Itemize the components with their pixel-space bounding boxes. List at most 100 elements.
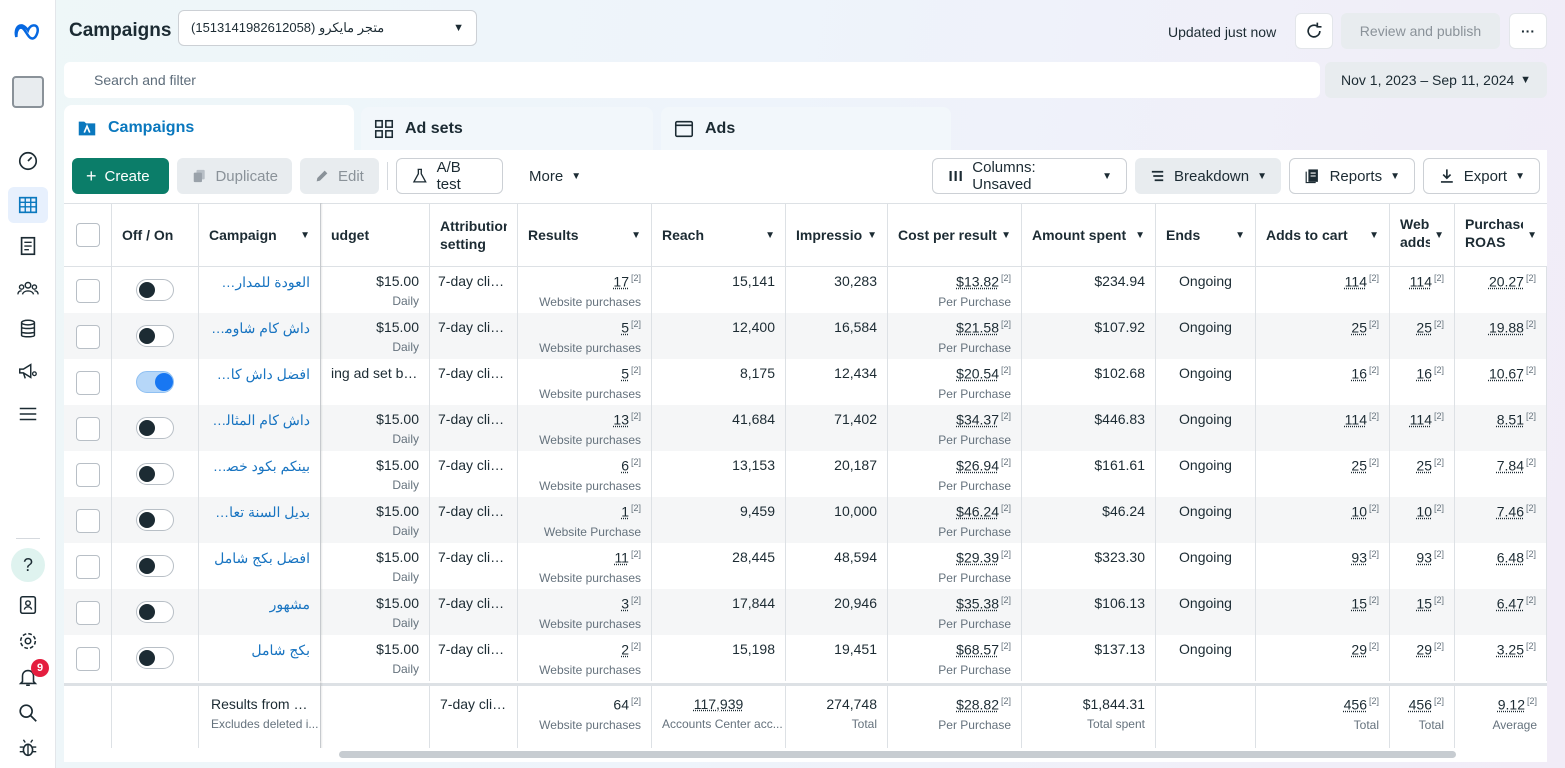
horizontal-scrollbar[interactable] — [339, 751, 1456, 758]
adds-to-cart-value[interactable]: 25 — [1351, 319, 1367, 336]
results-value[interactable]: 3 — [621, 595, 629, 612]
results-value[interactable]: 17 — [613, 273, 629, 290]
purchase-roas-value[interactable]: 7.46 — [1496, 503, 1524, 520]
col-adds-to-cart[interactable]: Adds to cart ▼ — [1256, 204, 1390, 266]
refresh-button[interactable] — [1295, 13, 1333, 49]
purchase-roas-value[interactable]: 10.67 — [1488, 365, 1524, 382]
results-value[interactable]: 13 — [613, 411, 629, 428]
row-checkbox[interactable] — [76, 279, 100, 303]
summary-atc-value[interactable]: 456 — [1343, 696, 1367, 713]
web-adds-value[interactable]: 25 — [1416, 319, 1432, 336]
campaign-toggle[interactable] — [136, 417, 174, 439]
row-checkbox[interactable] — [76, 417, 100, 441]
meta-logo-icon[interactable] — [0, 14, 56, 50]
search-input[interactable]: Search and filter — [64, 62, 1320, 98]
data-sources-icon[interactable] — [0, 311, 56, 347]
breakdown-dropdown[interactable]: Breakdown ▼ — [1135, 158, 1281, 194]
campaign-toggle[interactable] — [136, 279, 174, 301]
reports-dropdown[interactable]: Reports ▼ — [1289, 158, 1415, 194]
row-checkbox[interactable] — [76, 371, 100, 395]
results-value[interactable]: 6 — [621, 457, 629, 474]
purchase-roas-value[interactable]: 6.48 — [1496, 549, 1524, 566]
web-adds-value[interactable]: 93 — [1416, 549, 1432, 566]
adds-to-cart-value[interactable]: 16 — [1351, 365, 1367, 382]
ads-manager-table-icon[interactable] — [8, 187, 48, 223]
campaign-toggle[interactable] — [136, 463, 174, 485]
adds-to-cart-value[interactable]: 15 — [1351, 595, 1367, 612]
settings-gear-icon[interactable] — [0, 623, 56, 659]
campaign-name-link[interactable]: العودة للمدارس... — [209, 274, 310, 290]
results-value[interactable]: 5 — [621, 365, 629, 382]
columns-dropdown[interactable]: Columns: Unsaved ▼ — [932, 158, 1127, 194]
cost-per-result-value[interactable]: $21.58 — [956, 319, 999, 336]
row-checkbox[interactable] — [76, 509, 100, 533]
web-adds-value[interactable]: 29 — [1416, 641, 1432, 658]
megaphone-icon[interactable] — [0, 353, 56, 389]
summary-web-value[interactable]: 456 — [1408, 696, 1432, 713]
tab-ad-sets[interactable]: Ad sets — [361, 107, 653, 151]
date-range-picker[interactable]: Nov 1, 2023 – Sep 11, 2024 ▼ — [1325, 62, 1547, 98]
col-cost-per-result[interactable]: Cost per result ▼ — [888, 204, 1022, 266]
col-web-adds[interactable]: Web adds to▼ — [1390, 204, 1455, 266]
cost-per-result-value[interactable]: $29.39 — [956, 549, 999, 566]
cost-per-result-value[interactable]: $68.57 — [956, 641, 999, 658]
summary-cpr-value[interactable]: $28.82 — [956, 696, 999, 713]
notifications-bell-icon[interactable] — [0, 659, 56, 695]
more-dropdown[interactable]: More ▼ — [515, 158, 605, 194]
account-selector[interactable]: متجر مايكرو (1513141982612058) ▼ — [178, 10, 477, 46]
overview-gauge-icon[interactable] — [0, 143, 56, 179]
campaign-name-link[interactable]: بكج شامل — [251, 642, 310, 658]
campaign-name-link[interactable]: بينكم بكود خصم... — [209, 458, 310, 474]
campaign-toggle[interactable] — [136, 509, 174, 531]
tab-ads[interactable]: Ads — [661, 107, 951, 151]
adds-to-cart-value[interactable]: 10 — [1351, 503, 1367, 520]
account-icon[interactable] — [0, 74, 56, 110]
web-adds-value[interactable]: 15 — [1416, 595, 1432, 612]
purchase-roas-value[interactable]: 20.27 — [1488, 273, 1524, 290]
campaign-name-link[interactable]: بديل السنة تعال... — [209, 504, 310, 520]
web-adds-value[interactable]: 25 — [1416, 457, 1432, 474]
results-value[interactable]: 5 — [621, 319, 629, 336]
purchase-roas-value[interactable]: 7.84 — [1496, 457, 1524, 474]
web-adds-value[interactable]: 114 — [1409, 273, 1432, 290]
web-adds-value[interactable]: 10 — [1416, 503, 1432, 520]
select-all-checkbox-cell[interactable] — [64, 204, 112, 266]
row-checkbox[interactable] — [76, 601, 100, 625]
search-icon[interactable] — [0, 695, 56, 731]
campaign-name-link[interactable]: داش كام شاومي... — [209, 320, 310, 336]
purchase-roas-value[interactable]: 6.47 — [1496, 595, 1524, 612]
duplicate-button[interactable]: Duplicate — [177, 158, 292, 194]
cost-per-result-value[interactable]: $46.24 — [956, 503, 999, 520]
campaign-toggle[interactable] — [136, 647, 174, 669]
bug-report-icon[interactable] — [0, 730, 56, 766]
cost-per-result-value[interactable]: $20.54 — [956, 365, 999, 382]
results-value[interactable]: 1 — [621, 503, 629, 520]
select-all-checkbox[interactable] — [75, 223, 100, 247]
summary-reach-value[interactable]: 117,939 — [693, 696, 744, 712]
contact-card-icon[interactable] — [0, 587, 56, 623]
cost-per-result-value[interactable]: $35.38 — [956, 595, 999, 612]
audiences-icon[interactable] — [0, 270, 56, 306]
create-button[interactable]: + Create — [72, 158, 169, 194]
col-purchase-roas[interactable]: Purchase ROAS (retur▼ — [1455, 204, 1547, 266]
web-adds-value[interactable]: 114 — [1409, 411, 1432, 428]
col-off-on[interactable]: Off / On — [112, 204, 199, 266]
adds-to-cart-value[interactable]: 114 — [1344, 411, 1367, 428]
adds-to-cart-value[interactable]: 29 — [1351, 641, 1367, 658]
campaign-toggle[interactable] — [136, 601, 174, 623]
web-adds-value[interactable]: 16 — [1416, 365, 1432, 382]
row-checkbox[interactable] — [76, 463, 100, 487]
adds-to-cart-value[interactable]: 93 — [1351, 549, 1367, 566]
row-checkbox[interactable] — [76, 647, 100, 671]
row-checkbox[interactable] — [76, 325, 100, 349]
cost-per-result-value[interactable]: $26.94 — [956, 457, 999, 474]
menu-icon[interactable] — [0, 396, 56, 432]
summary-roas-value[interactable]: 9.12 — [1497, 696, 1525, 713]
campaign-toggle[interactable] — [136, 371, 174, 393]
col-reach[interactable]: Reach ▼ — [652, 204, 786, 266]
cost-per-result-value[interactable]: $34.37 — [956, 411, 999, 428]
col-campaign[interactable]: Campaign ▼ — [199, 204, 321, 266]
campaign-toggle[interactable] — [136, 325, 174, 347]
col-attribution[interactable]: Attribution setting — [430, 204, 518, 266]
export-dropdown[interactable]: Export ▼ — [1423, 158, 1540, 194]
